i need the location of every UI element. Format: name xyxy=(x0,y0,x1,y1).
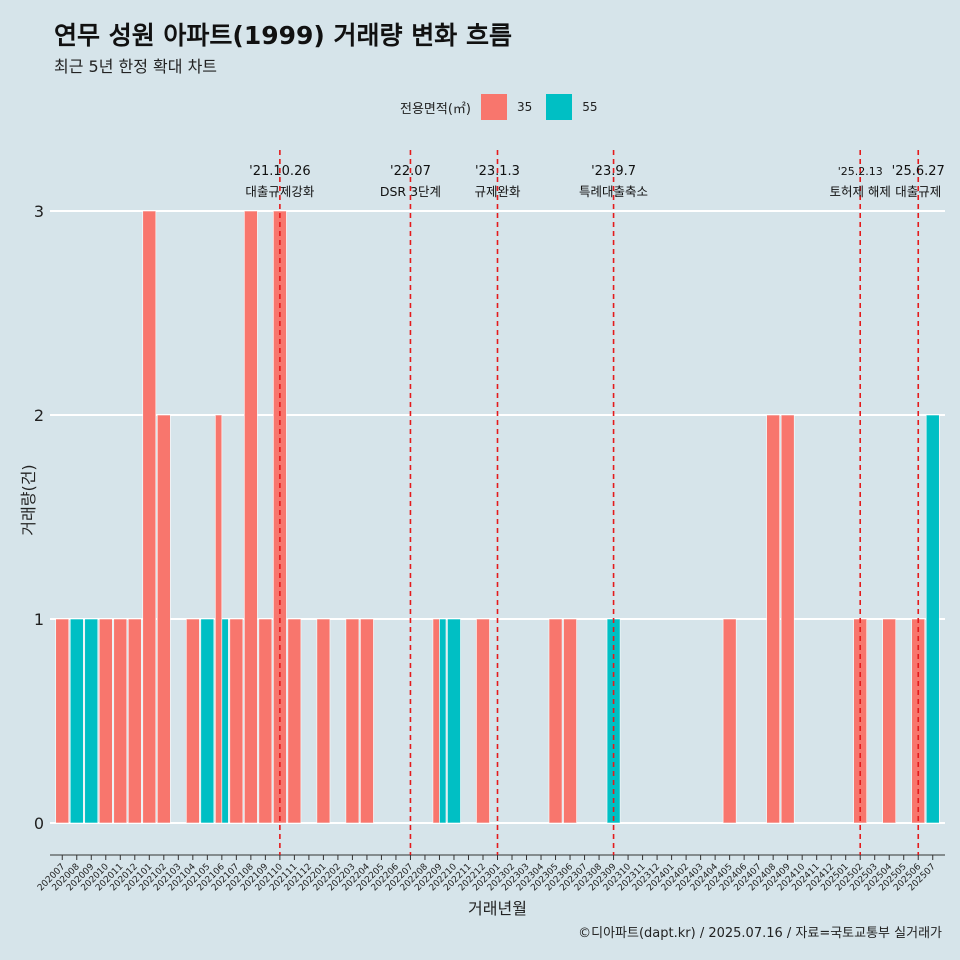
bar-35-202110 xyxy=(273,210,287,824)
y-tick-label: 2 xyxy=(34,406,44,425)
event-date-label: '22.07 xyxy=(390,164,431,179)
bar-35-202104 xyxy=(185,618,200,824)
event-date-label: '25.2.13 xyxy=(838,165,883,178)
bar-35-202011 xyxy=(113,618,128,824)
bar-55-202009 xyxy=(84,618,99,824)
bar-35-202107 xyxy=(229,618,244,824)
bar-35-202504 xyxy=(882,618,897,824)
chart-subtitle: 최근 5년 한정 확대 차트 xyxy=(54,57,218,76)
bar-35-202209 xyxy=(432,618,440,824)
bar-55-202209 xyxy=(439,618,447,824)
bar-35-202306 xyxy=(563,618,577,824)
event-date-label: '23.9.7 xyxy=(591,164,636,179)
bar-35-202007 xyxy=(55,618,70,824)
bar-35-202212 xyxy=(476,618,490,824)
legend-label-35: 35 xyxy=(516,100,533,114)
event-label: 토허제 해제 xyxy=(829,184,890,199)
bar-35-202010 xyxy=(98,618,113,824)
chart-caption: ©디아파트(dapt.kr) / 2025.07.16 / 자료=국토교통부 실… xyxy=(578,926,942,941)
bar-35-202106 xyxy=(215,414,223,824)
bar-35-202201 xyxy=(316,618,331,824)
legend: 전용면적(㎡) 35 55 xyxy=(400,93,612,121)
chart-title: 연무 성원 아파트(1999) 거래량 변화 흐름 xyxy=(54,21,512,50)
event-label: DSR 3단계 xyxy=(380,184,441,199)
y-axis-title: 거래량(건) xyxy=(19,464,38,535)
event-label: 특례대출축소 xyxy=(579,184,648,199)
legend-swatch-55 xyxy=(546,94,573,120)
bar-55-202106 xyxy=(221,618,229,824)
bar-35-202108 xyxy=(244,210,258,824)
event-date-label: '23.1.3 xyxy=(475,164,520,179)
bar-35-202111 xyxy=(287,618,302,824)
bar-55-202008 xyxy=(69,618,84,824)
y-tick-label: 3 xyxy=(34,202,44,221)
y-tick-label: 0 xyxy=(34,814,44,833)
bar-35-202408 xyxy=(766,414,780,824)
event-label: 대출규제 xyxy=(895,184,941,199)
bar-35-202409 xyxy=(780,414,795,824)
event-date-label: '21.10.26 xyxy=(249,164,310,179)
y-tick-label: 1 xyxy=(34,610,44,629)
bar-35-202102 xyxy=(156,414,171,824)
bar-35-202305 xyxy=(548,618,563,824)
bar-35-202405 xyxy=(722,618,737,824)
legend-title: 전용면적(㎡) xyxy=(400,101,471,117)
bar-35-202101 xyxy=(142,210,157,824)
event-date-label: '25.6.27 xyxy=(892,164,945,179)
bar-35-202012 xyxy=(127,618,142,824)
bar-55-202105 xyxy=(200,618,215,824)
event-label: 규제완화 xyxy=(474,184,521,199)
bar-35-202203 xyxy=(345,618,360,824)
legend-label-55: 55 xyxy=(582,100,598,114)
legend-swatch-35 xyxy=(480,94,507,120)
event-label: 대출규제강화 xyxy=(245,184,315,199)
x-axis-title: 거래년월 xyxy=(468,899,527,918)
bar-35-202204 xyxy=(360,618,374,824)
bar-35-202109 xyxy=(258,618,273,824)
bar-55-202507 xyxy=(925,414,940,824)
bar-55-202210 xyxy=(447,618,461,824)
